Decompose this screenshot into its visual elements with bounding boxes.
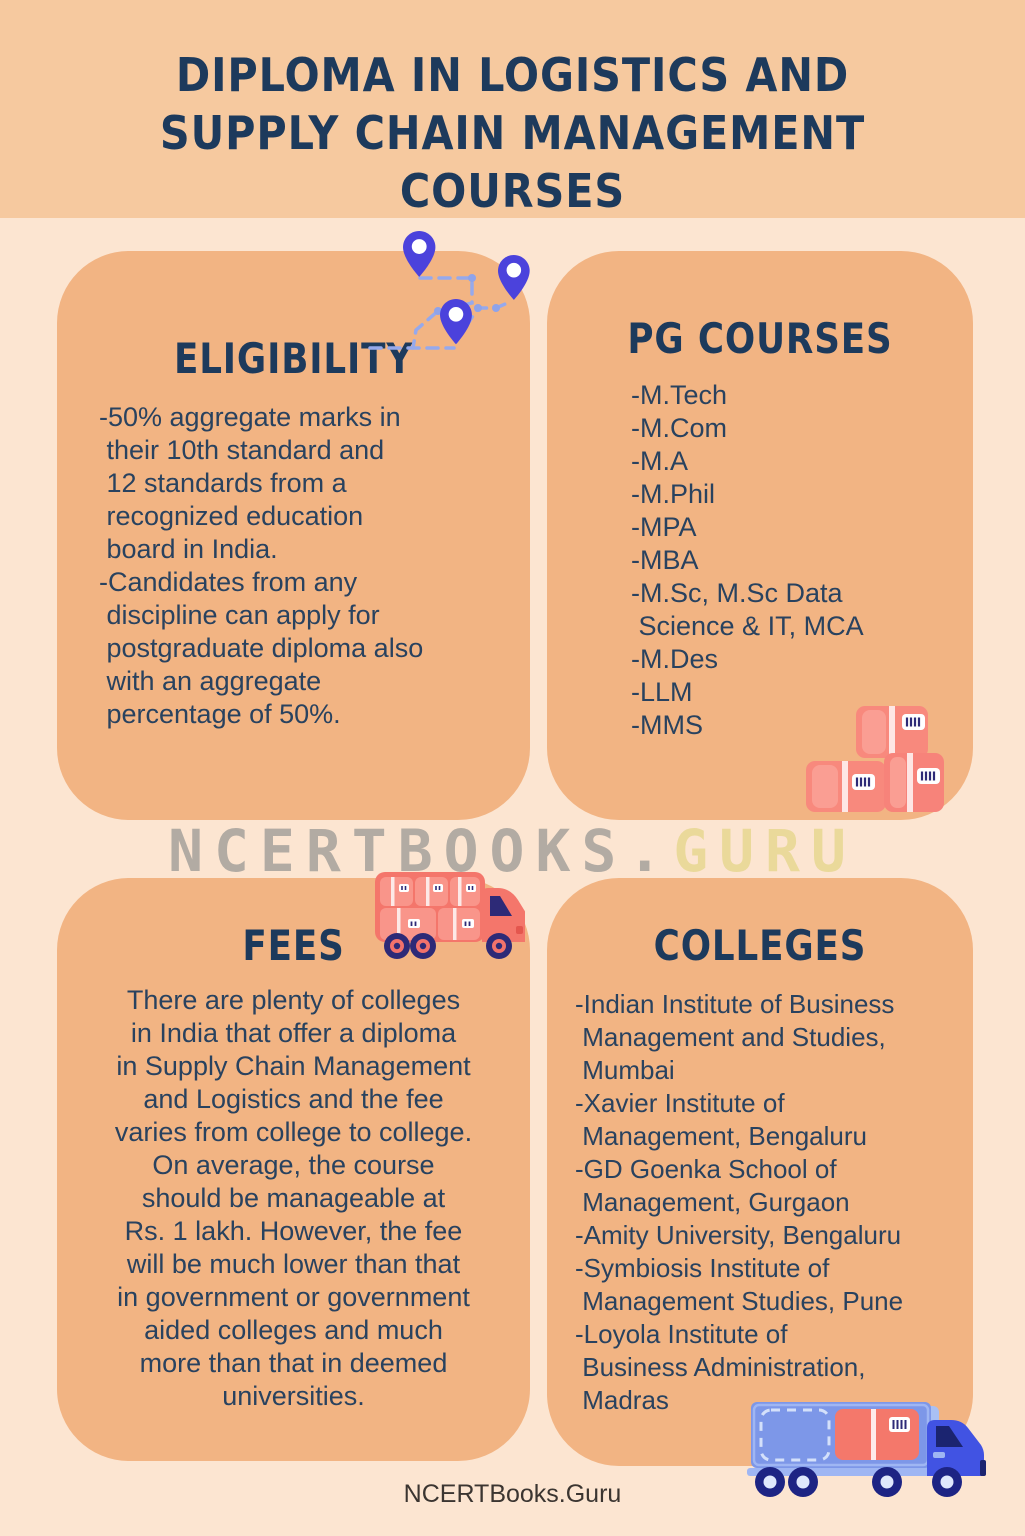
page-title-line2: SUPPLY CHAIN MANAGEMENT COURSES [159, 106, 866, 218]
list-item: -M.Sc, M.Sc Data Science & IT, MCA [631, 578, 864, 641]
map-route-pins-icon [368, 231, 530, 350]
list-item: -GD Goenka School of Management, Gurgaon [575, 1154, 850, 1217]
blue-cargo-truck-icon [747, 1402, 986, 1497]
page-title-line1: DIPLOMA IN LOGISTICS AND [175, 48, 850, 102]
fees-card: FEES There are plenty of colleges in Ind… [57, 878, 530, 1461]
list-item: -M.A [631, 446, 688, 476]
list-item: -Loyola Institute of Business Administra… [575, 1319, 866, 1415]
footer-site-name: NCERTBooks.Guru [403, 1480, 622, 1508]
page-title: DIPLOMA IN LOGISTICS AND SUPPLY CHAIN MA… [0, 46, 1025, 220]
watermark-gold-part: GURU [673, 817, 857, 885]
eligibility-card: ELIGIBILITY -50% aggregate marks in thei… [57, 251, 530, 820]
colleges-title: COLLEGES [653, 921, 867, 970]
list-item: -MMS [631, 710, 703, 740]
list-item: -M.Phil [631, 479, 716, 509]
header-band [0, 0, 1025, 218]
list-item: -M.Des [631, 644, 718, 674]
list-item: -Symbiosis Institute of Management Studi… [575, 1253, 904, 1316]
parcel-boxes-icon [806, 706, 944, 812]
pg-courses-title: PG COURSES [627, 314, 893, 363]
watermark: NCERTBOOKS.GURU [0, 822, 1025, 880]
colleges-list: -Indian Institute of Business Management… [575, 988, 973, 1417]
eligibility-body-text: -50% aggregate marks in their 10th stand… [99, 402, 424, 729]
fees-title: FEES [242, 921, 345, 970]
red-delivery-truck-icon [375, 872, 525, 959]
colleges-card: COLLEGES -Indian Institute of Business M… [547, 878, 973, 1466]
eligibility-title: ELIGIBILITY [173, 334, 414, 383]
list-item: -MBA [631, 545, 699, 575]
fees-body-text: There are plenty of colleges in India th… [114, 985, 473, 1411]
pg-courses-card: PG COURSES -M.Tech -M.Com -M.A -M.Phil -MPA -… [547, 251, 973, 820]
list-item: -Xavier Institute of Management, Bengalu… [575, 1088, 867, 1151]
list-item: -Amity University, Bengaluru [575, 1220, 902, 1250]
list-item: -M.Tech [631, 380, 728, 410]
list-item: -Indian Institute of Business Management… [575, 989, 895, 1085]
watermark-gray-part: NCERTBOOKS. [168, 817, 674, 885]
pg-courses-list: -M.Tech -M.Com -M.A -M.Phil -MPA -MBA -M.Sc, M… [631, 379, 973, 742]
list-item: -M.Com [631, 413, 727, 443]
list-item: -MPA [631, 512, 697, 542]
map-pin-icon [403, 231, 530, 345]
list-item: -LLM [631, 677, 693, 707]
